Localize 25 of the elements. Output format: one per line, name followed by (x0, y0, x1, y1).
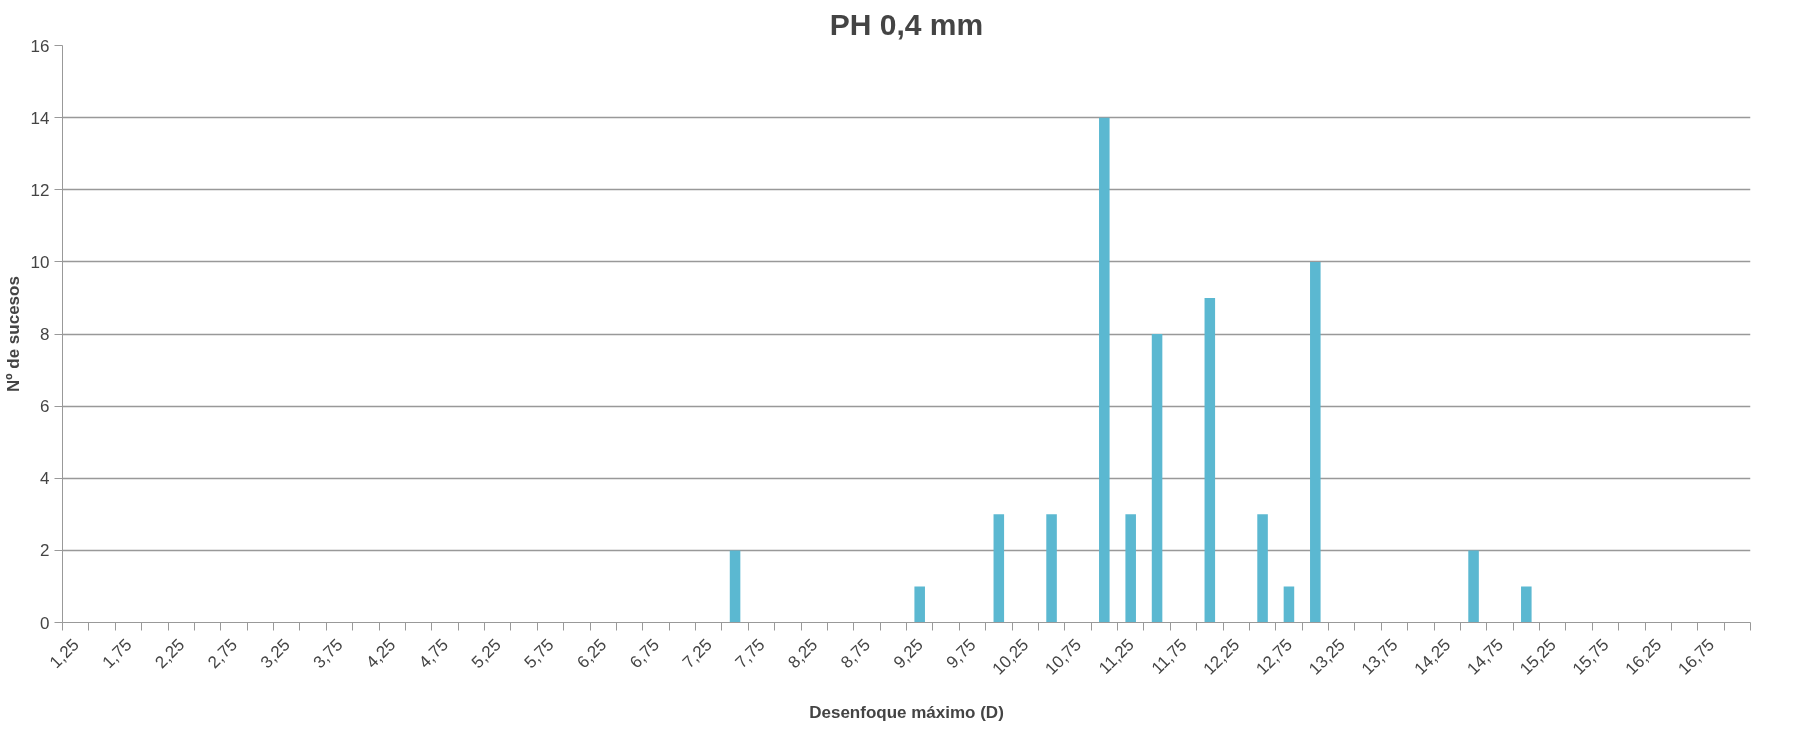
bar (1283, 586, 1295, 623)
y-tick-label: 10 (30, 252, 50, 272)
bar (1468, 550, 1479, 623)
bar (1521, 586, 1532, 623)
bar (1099, 117, 1110, 623)
bar (993, 514, 1005, 623)
bar (729, 550, 741, 623)
bar (1310, 261, 1321, 623)
bar (1151, 334, 1163, 623)
bar (1257, 514, 1268, 623)
y-tick-label: 6 (40, 397, 50, 417)
y-tick-label: 4 (40, 469, 50, 489)
y-tick-label: 12 (30, 180, 50, 200)
y-tick-label: 0 (40, 613, 50, 633)
chart-title: PH 0,4 mm (829, 7, 984, 41)
bar (1125, 514, 1136, 623)
y-tick-label: 16 (30, 36, 50, 56)
bar (1046, 514, 1057, 623)
x-axis-title: Desenfoque máximo (D) (809, 703, 1004, 723)
y-tick-label: 8 (40, 325, 50, 344)
bar (914, 586, 925, 623)
bar (1204, 297, 1216, 623)
y-axis-title: Nº de sucesos (3, 276, 23, 392)
y-tick-label: 2 (40, 541, 50, 561)
y-tick-label: 14 (30, 108, 50, 128)
